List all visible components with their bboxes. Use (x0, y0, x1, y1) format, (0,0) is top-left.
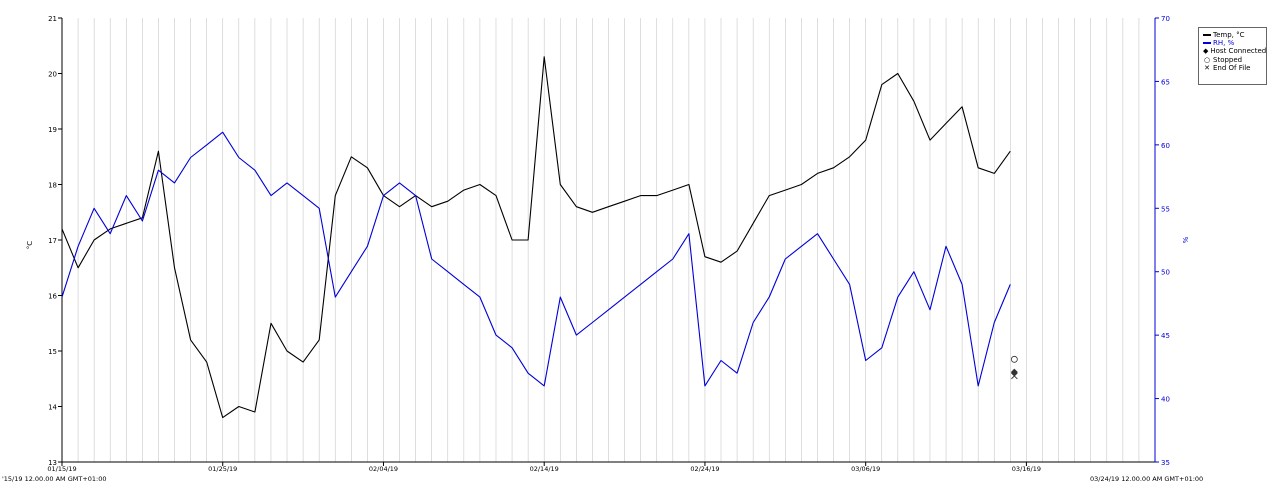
x-tick-label: 02/24/19 (690, 465, 719, 473)
x-tick-label: 02/04/19 (369, 465, 398, 473)
host-connected-marker (1010, 368, 1018, 376)
rh-series-line (61, 131, 1011, 387)
left-y-tick-label: 17 (48, 237, 57, 245)
legend-item-end-of-file: ✕ End Of File (1203, 64, 1266, 72)
left-y-axis-label: °C (26, 241, 34, 250)
diamond-icon: ◆ (1203, 47, 1209, 56)
right-y-tick-label: 55 (1161, 205, 1170, 213)
right-y-tick-label: 40 (1161, 396, 1170, 404)
legend: Temp, °C RH, % ◆ Host Connected ○ Stoppe… (1198, 27, 1267, 85)
right-y-tick-label: 50 (1161, 269, 1170, 277)
left-y-tick-label: 21 (48, 15, 57, 23)
circle-icon: ○ (1203, 55, 1211, 64)
x-tick-label: 03/06/19 (851, 465, 880, 473)
x-axis-start-label: '15/19 12.00.00 AM GMT+01:00 (2, 475, 107, 483)
series-lines (61, 56, 1011, 419)
legend-label-stopped: Stopped (1213, 55, 1243, 64)
x-tick-label: 01/15/19 (47, 465, 76, 473)
left-y-axis-ticks: 13 14 15 16 17 18 19 20 21 (48, 15, 62, 467)
end-of-file-marker (1011, 372, 1018, 380)
left-y-tick-label: 14 (48, 404, 57, 412)
legend-item-stopped: ○ Stopped (1203, 56, 1266, 64)
right-y-axis-ticks: 35 40 45 50 55 60 65 70 (1155, 15, 1170, 467)
legend-item-temp: Temp, °C (1203, 31, 1266, 39)
x-mark-icon: ✕ (1204, 63, 1210, 72)
x-tick-label: 02/14/19 (530, 465, 559, 473)
x-tick-label: 03/16/19 (1012, 465, 1041, 473)
x-axis-ticks: 01/15/19 01/25/19 02/04/19 02/14/19 02/24/19… (47, 462, 1041, 473)
x-axis-end-label: 03/24/19 12.00.00 AM GMT+01:00 (1090, 475, 1204, 483)
temp-series-line (61, 56, 1011, 419)
right-y-tick-label: 65 (1161, 78, 1170, 86)
left-y-tick-label: 16 (48, 293, 57, 301)
legend-label-rh: RH, % (1213, 39, 1235, 48)
left-y-tick-label: 18 (48, 182, 57, 190)
left-y-tick-label: 15 (48, 348, 57, 356)
right-y-tick-label: 70 (1161, 15, 1170, 23)
rh-line-swatch (1203, 42, 1211, 45)
temp-line-swatch (1203, 34, 1211, 37)
left-y-tick-label: 19 (48, 126, 57, 134)
vertical-gridlines (61, 18, 1156, 462)
event-markers (1010, 355, 1018, 380)
legend-label-temp: Temp, °C (1213, 31, 1245, 39)
right-y-tick-label: 60 (1161, 142, 1170, 150)
right-y-axis-label: % (1182, 236, 1190, 243)
stopped-marker (1010, 355, 1018, 363)
legend-item-rh: RH, % (1203, 39, 1266, 47)
left-y-tick-label: 20 (48, 71, 57, 79)
legend-label-end-of-file: End Of File (1213, 63, 1251, 72)
x-tick-label: 01/25/19 (208, 465, 237, 473)
right-y-tick-label: 35 (1161, 459, 1170, 467)
legend-item-host-connected: ◆ Host Connected (1203, 47, 1266, 55)
legend-label-host-connected: Host Connected (1210, 47, 1267, 56)
right-y-tick-label: 45 (1161, 332, 1170, 340)
left-y-tick-label: 13 (48, 459, 57, 467)
